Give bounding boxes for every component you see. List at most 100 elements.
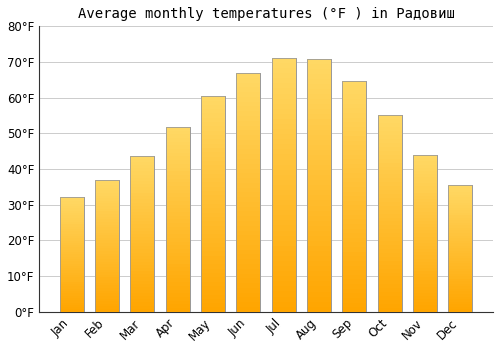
- Bar: [60, 305, 84, 307]
- Bar: [342, 279, 366, 284]
- Bar: [130, 296, 154, 299]
- Bar: [378, 206, 402, 210]
- Bar: [201, 118, 225, 122]
- Bar: [236, 164, 260, 168]
- Bar: [60, 218, 84, 220]
- Bar: [342, 80, 366, 85]
- Bar: [95, 296, 119, 299]
- Bar: [413, 168, 437, 171]
- Bar: [413, 180, 437, 183]
- Bar: [95, 256, 119, 259]
- Bar: [95, 301, 119, 304]
- Bar: [307, 94, 331, 99]
- Bar: [272, 220, 296, 225]
- Bar: [378, 237, 402, 241]
- Bar: [342, 302, 366, 307]
- Bar: [272, 241, 296, 246]
- Bar: [130, 287, 154, 290]
- Bar: [95, 180, 119, 312]
- Bar: [60, 197, 84, 312]
- Bar: [413, 202, 437, 205]
- Bar: [413, 155, 437, 312]
- Bar: [236, 154, 260, 159]
- Bar: [130, 231, 154, 234]
- Bar: [307, 211, 331, 216]
- Bar: [166, 153, 190, 156]
- Bar: [272, 185, 296, 190]
- Bar: [448, 304, 472, 307]
- Bar: [130, 224, 154, 228]
- Bar: [60, 222, 84, 224]
- Bar: [201, 96, 225, 312]
- Bar: [236, 102, 260, 106]
- Bar: [236, 240, 260, 245]
- Bar: [448, 193, 472, 195]
- Bar: [307, 99, 331, 104]
- Bar: [272, 246, 296, 251]
- Bar: [236, 274, 260, 278]
- Bar: [201, 294, 225, 299]
- Bar: [272, 58, 296, 63]
- Bar: [201, 273, 225, 277]
- Bar: [95, 227, 119, 230]
- Bar: [236, 126, 260, 130]
- Bar: [201, 178, 225, 182]
- Bar: [448, 228, 472, 230]
- Bar: [307, 190, 331, 195]
- Bar: [166, 204, 190, 208]
- Bar: [378, 222, 402, 225]
- Bar: [166, 149, 190, 153]
- Bar: [201, 165, 225, 169]
- Bar: [130, 256, 154, 259]
- Bar: [60, 236, 84, 238]
- Bar: [342, 261, 366, 266]
- Bar: [236, 302, 260, 307]
- Bar: [60, 275, 84, 277]
- Bar: [95, 248, 119, 251]
- Bar: [448, 258, 472, 261]
- Bar: [236, 116, 260, 121]
- Bar: [378, 147, 402, 151]
- Bar: [378, 296, 402, 300]
- Bar: [342, 215, 366, 219]
- Bar: [307, 89, 331, 94]
- Bar: [130, 184, 154, 187]
- Bar: [342, 127, 366, 131]
- Bar: [201, 105, 225, 109]
- Bar: [236, 211, 260, 216]
- Bar: [166, 175, 190, 178]
- Bar: [413, 215, 437, 218]
- Bar: [201, 221, 225, 225]
- Bar: [201, 286, 225, 290]
- Bar: [413, 252, 437, 256]
- Bar: [130, 228, 154, 231]
- Bar: [413, 155, 437, 158]
- Bar: [95, 293, 119, 296]
- Bar: [60, 264, 84, 266]
- Bar: [166, 227, 190, 230]
- Bar: [130, 209, 154, 212]
- Bar: [236, 149, 260, 154]
- Bar: [201, 156, 225, 161]
- Bar: [130, 215, 154, 218]
- Bar: [272, 210, 296, 215]
- Bar: [272, 256, 296, 261]
- Bar: [95, 190, 119, 193]
- Bar: [95, 235, 119, 238]
- Bar: [166, 190, 190, 194]
- Bar: [236, 92, 260, 97]
- Bar: [307, 195, 331, 201]
- Bar: [236, 78, 260, 83]
- Bar: [413, 240, 437, 243]
- Bar: [307, 74, 331, 79]
- Bar: [236, 130, 260, 135]
- Bar: [378, 202, 402, 206]
- Bar: [95, 232, 119, 235]
- Bar: [95, 275, 119, 278]
- Bar: [342, 145, 366, 150]
- Bar: [413, 183, 437, 187]
- Bar: [130, 309, 154, 312]
- Bar: [201, 277, 225, 282]
- Bar: [342, 266, 366, 270]
- Bar: [378, 241, 402, 245]
